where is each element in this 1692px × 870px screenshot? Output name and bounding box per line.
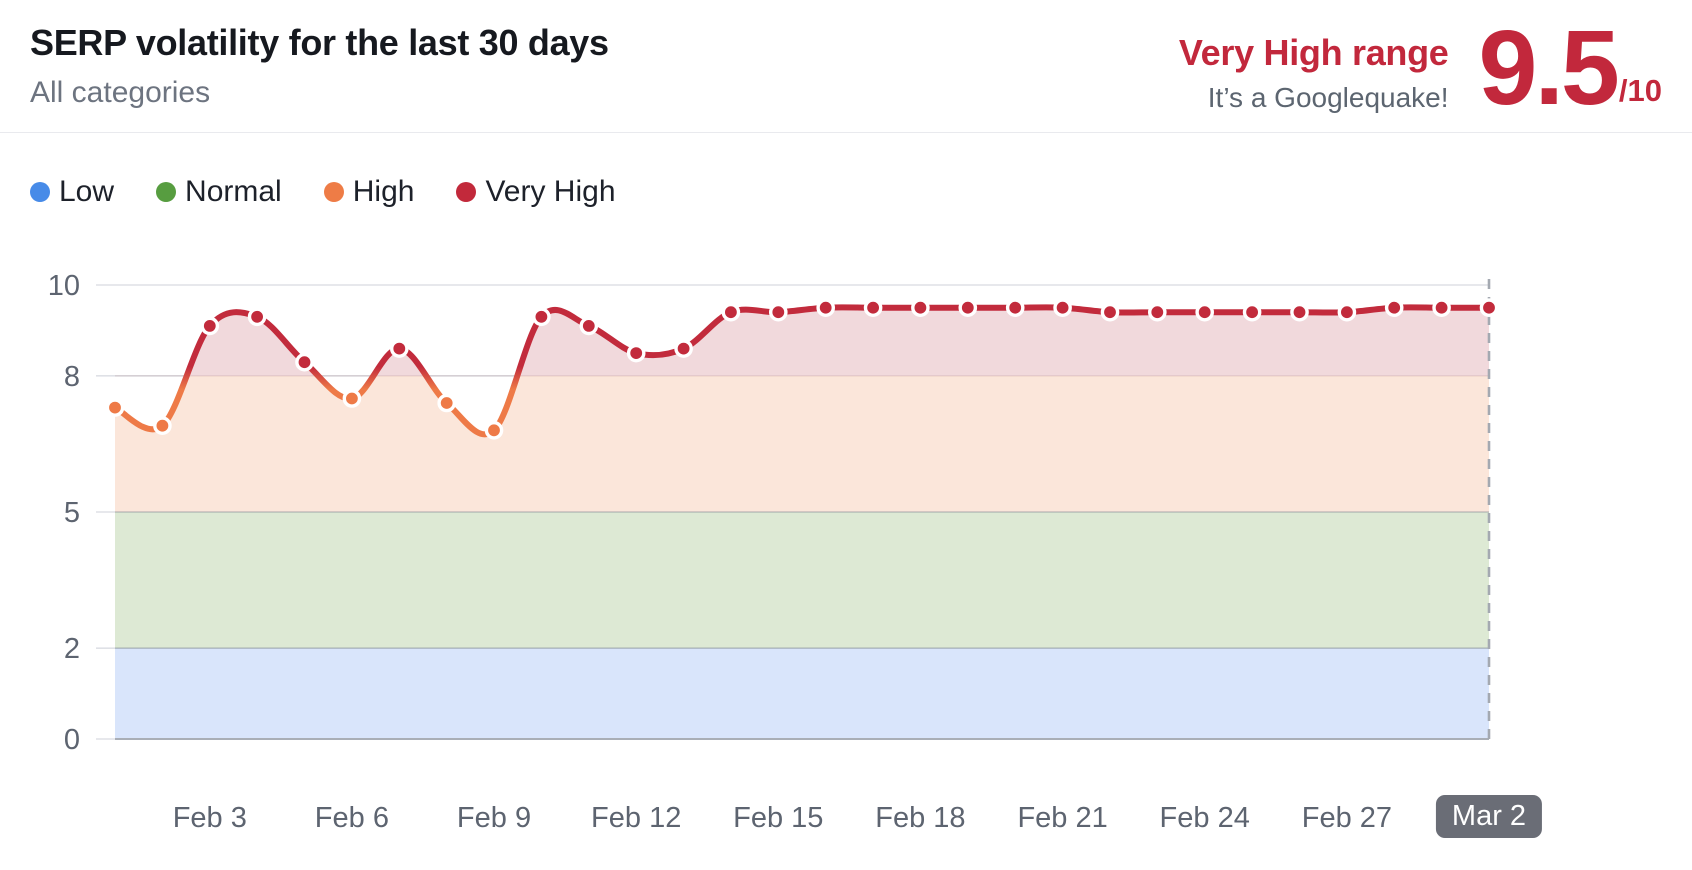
data-point[interactable]: Feb 2: 6.9 [153, 416, 172, 436]
y-axis-label: 8 [64, 361, 80, 393]
header: SERP volatility for the last 30 days All… [0, 0, 1692, 127]
data-point[interactable]: Feb 23: 9.4 [1148, 302, 1167, 322]
y-axis-label: 0 [64, 724, 80, 756]
chart-legend: Low Normal High Very High [30, 175, 1692, 209]
data-point[interactable]: Feb 27: 9.4 [1337, 302, 1357, 322]
legend-dot-icon [323, 182, 344, 202]
data-point[interactable]: Feb 16: 9.5 [816, 298, 836, 318]
data-point[interactable]: Feb 11: 9.1 [579, 316, 599, 336]
legend-label: Low [59, 175, 115, 208]
y-axis-label: 2 [64, 633, 80, 665]
data-point[interactable]: Feb 7: 8.6 [389, 339, 409, 358]
data-point[interactable]: Feb 3: 9.1 [200, 316, 220, 336]
data-point[interactable]: Feb 12: 8.5 [626, 343, 646, 363]
y-axis-label: 10 [48, 270, 80, 302]
data-point[interactable]: Feb 15: 9.4 [769, 302, 788, 322]
data-point[interactable]: Feb 10: 9.3 [532, 307, 551, 327]
data-point[interactable]: Feb 9: 6.8 [484, 420, 504, 440]
legend-label: High [352, 175, 415, 208]
data-point[interactable]: Feb 18: 9.5 [911, 298, 930, 318]
range-block: Very High range It’s a Googlequake! [1179, 24, 1449, 114]
data-point[interactable]: Feb 6: 7.5 [342, 389, 362, 408]
legend-label: Normal [185, 175, 282, 208]
band-normal [115, 512, 1489, 649]
band-very-high [115, 307, 1489, 376]
header-divider [0, 132, 1692, 133]
page-title: SERP volatility for the last 30 days [30, 22, 609, 63]
legend-label: Very High [485, 175, 616, 208]
data-point[interactable]: Feb 19: 9.5 [958, 298, 978, 318]
legend-dot-icon [30, 182, 50, 202]
data-point[interactable]: Feb 8: 7.4 [437, 393, 457, 413]
category-filter-label: All categories [30, 76, 211, 109]
score-denominator: /10 [1618, 73, 1662, 109]
data-point[interactable]: Feb 24: 9.4 [1195, 302, 1214, 322]
score-panel: Very High range It’s a Googlequake! 9.5 … [1179, 9, 1662, 127]
data-point[interactable]: Feb 5: 8.3 [295, 352, 314, 372]
legend-item-high[interactable]: High [323, 175, 415, 209]
data-point[interactable]: Feb 4: 9.3 [247, 307, 267, 327]
data-point[interactable]: Feb 17: 9.5 [863, 298, 883, 318]
band-high [115, 375, 1489, 512]
volatility-score: 9.5 /10 [1478, 9, 1662, 127]
header-left: SERP volatility for the last 30 days All… [30, 16, 609, 110]
data-point[interactable]: Mar 1: 9.5 [1432, 298, 1451, 318]
legend-dot-icon [456, 182, 477, 202]
x-axis-label-current-badge[interactable]: Mar 2 [1435, 795, 1543, 838]
data-point[interactable]: Feb 20: 9.5 [1005, 298, 1025, 318]
data-point[interactable]: Feb 21: 9.5 [1053, 298, 1072, 318]
data-point[interactable]: Feb 22: 9.4 [1100, 302, 1120, 322]
data-point[interactable]: Feb 28: 9.5 [1384, 298, 1404, 318]
band-low [115, 648, 1489, 739]
legend-item-very-high[interactable]: Very High [456, 175, 616, 209]
data-point[interactable]: Feb 1: 7.3 [105, 398, 125, 417]
data-point[interactable]: Mar 2: 9.5 [1479, 298, 1499, 318]
score-value: 9.5 [1478, 9, 1620, 127]
legend-item-low[interactable]: Low [30, 175, 114, 209]
range-subtitle: It’s a Googlequake! [1207, 82, 1449, 113]
data-point[interactable]: Feb 13: 8.6 [674, 339, 693, 358]
data-point[interactable]: Feb 25: 9.4 [1242, 302, 1262, 322]
y-axis-label: 5 [64, 497, 80, 529]
data-point[interactable]: Feb 14: 9.4 [721, 302, 741, 322]
legend-dot-icon [156, 182, 177, 202]
range-label: Very High range [1178, 32, 1449, 73]
legend-item-normal[interactable]: Normal [156, 175, 282, 209]
data-point[interactable]: Feb 26: 9.4 [1290, 302, 1309, 322]
